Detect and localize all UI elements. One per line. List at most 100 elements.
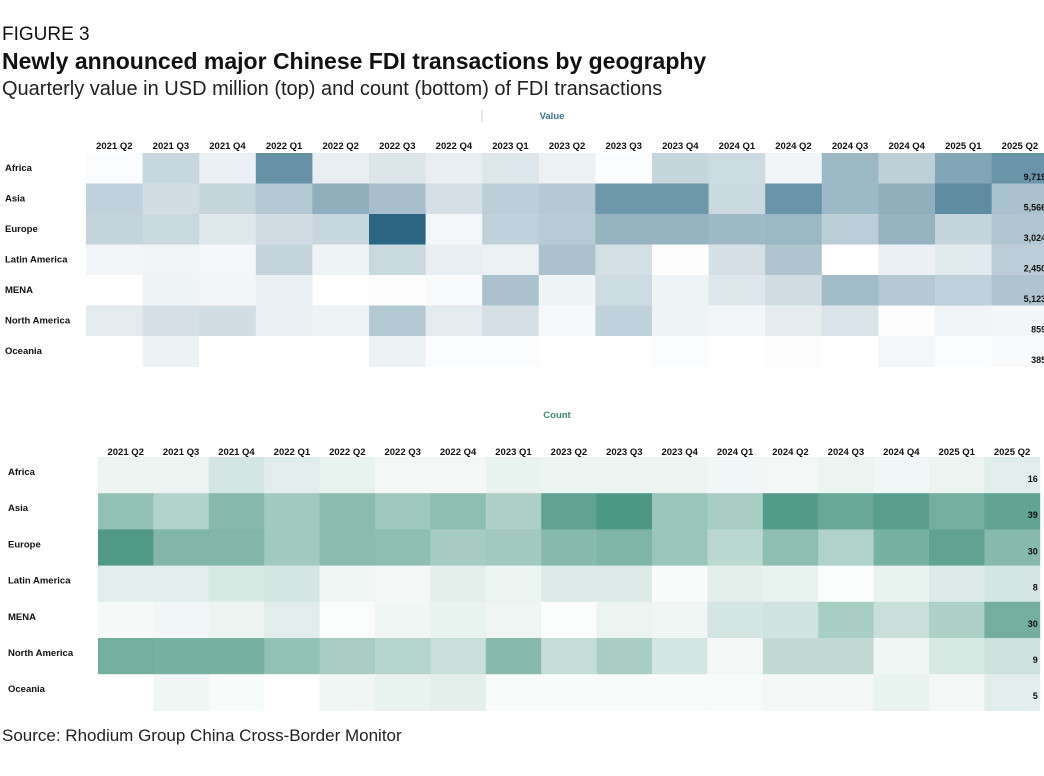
value-cell [199, 214, 257, 245]
value-col-label: 2024 Q4 [888, 141, 925, 152]
count-cell [984, 674, 1041, 711]
value-cell [595, 214, 653, 245]
value-cell [312, 183, 370, 215]
value-cell [935, 214, 992, 245]
value-cell [878, 336, 936, 367]
count-cell [98, 529, 154, 566]
chart-title: Newly announced major Chinese FDI transa… [2, 48, 707, 74]
value-cell [821, 153, 879, 184]
value-cell [199, 305, 257, 337]
count-cell [208, 601, 265, 639]
count-cell [264, 601, 320, 639]
value-cell [765, 336, 823, 367]
count-cell [541, 674, 597, 711]
count-total-label: 8 [1033, 583, 1038, 593]
value-cell [369, 244, 426, 276]
count-cell [208, 457, 265, 494]
value-cell [991, 153, 1044, 184]
count-cell [264, 674, 320, 711]
value-cell [652, 336, 709, 367]
count-cell [485, 565, 542, 603]
value-cell [538, 305, 596, 337]
value-cell [369, 183, 426, 215]
count-col-label: 2023 Q1 [495, 447, 532, 458]
value-cell [935, 153, 992, 184]
value-cell [765, 305, 823, 337]
value-cell [425, 214, 483, 245]
value-cell [482, 153, 540, 184]
value-cell [878, 153, 936, 184]
count-cell [541, 529, 597, 566]
value-cell [425, 275, 483, 306]
value-cell [369, 275, 426, 306]
count-cell [375, 601, 431, 639]
value-row-label: Oceania [5, 346, 43, 357]
value-cell [765, 153, 823, 184]
value-cell [425, 153, 483, 184]
value-cell [86, 275, 143, 306]
count-cell [762, 457, 819, 494]
count-cell [873, 565, 930, 603]
count-cell [929, 674, 985, 711]
count-cell [208, 529, 265, 566]
count-cell [596, 565, 653, 603]
value-col-label: 2021 Q3 [153, 141, 189, 152]
count-col-label: 2021 Q3 [163, 447, 199, 458]
value-cell [652, 183, 709, 215]
count-cell [541, 493, 597, 530]
value-cell [935, 336, 992, 367]
value-cell [312, 244, 370, 276]
value-total-label: 859 [1031, 325, 1044, 335]
value-cell [821, 244, 879, 276]
value-cell [86, 336, 143, 367]
source-note: Source: Rhodium Group China Cross-Border… [2, 726, 402, 745]
value-cell [991, 214, 1044, 245]
value-cell [765, 183, 823, 215]
value-cell [538, 336, 596, 367]
count-col-label: 2022 Q3 [384, 447, 420, 458]
value-cell [878, 214, 936, 245]
count-cell [430, 529, 487, 566]
value-cell [708, 275, 766, 306]
count-cell [375, 565, 431, 603]
value-cell [595, 183, 653, 215]
count-cell [264, 565, 320, 603]
value-cell [312, 214, 370, 245]
count-col-label: 2022 Q2 [329, 447, 365, 458]
count-row-label: North America [8, 648, 74, 659]
count-cell [430, 674, 487, 711]
value-cell [652, 244, 709, 276]
value-cell [538, 153, 596, 184]
value-cell [255, 336, 313, 367]
count-cell [652, 493, 708, 530]
value-row-label: Latin America [5, 255, 68, 266]
value-row-label: MENA [5, 285, 33, 296]
count-cell [153, 457, 210, 494]
value-total-label: 5,123 [1024, 294, 1044, 304]
value-col-label: 2025 Q2 [1002, 141, 1038, 152]
count-cell [707, 638, 764, 675]
value-cell [595, 305, 653, 337]
value-cell [595, 336, 653, 367]
count-cell [98, 493, 154, 530]
count-cell [485, 529, 542, 566]
value-heatmap: Value 2021 Q2 2021 Q3 2021 Q4 2022 Q1 2022 Q2… [5, 111, 1044, 367]
value-row-label: Europe [5, 224, 38, 235]
count-row-label: Europe [8, 539, 41, 550]
count-cell [762, 638, 819, 675]
value-cell [199, 336, 257, 367]
count-cell [208, 674, 265, 711]
count-cell [652, 457, 708, 494]
count-cell [153, 674, 210, 711]
value-total-label: 9,719 [1024, 172, 1044, 182]
value-cell [199, 244, 257, 276]
count-cell [430, 638, 487, 675]
value-cell [312, 305, 370, 337]
count-cell [652, 674, 708, 711]
value-cell [708, 214, 766, 245]
count-cell [652, 529, 708, 566]
count-cell [319, 601, 376, 639]
value-col-label: 2023 Q4 [662, 141, 699, 152]
count-total-label: 9 [1033, 655, 1038, 665]
count-panel-title: Count [543, 410, 571, 421]
